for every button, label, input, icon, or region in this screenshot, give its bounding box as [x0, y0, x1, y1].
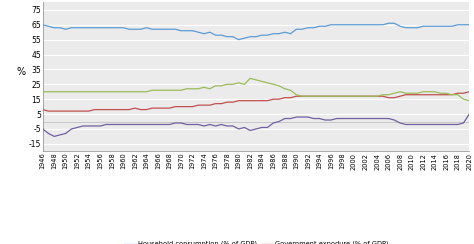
Investment (% of GDP): [40, 90, 46, 93]
Net export (% of GDP): [51, 135, 57, 138]
Government expodure (% of GDP): [386, 96, 392, 99]
Household consumption (% of GDP): [432, 25, 438, 28]
Household consumption (% of GDP): [368, 23, 374, 26]
Net export (% of GDP): [426, 123, 432, 126]
Household consumption (% of GDP): [236, 38, 242, 41]
Line: Household consumption (% of GDP): Household consumption (% of GDP): [43, 23, 469, 40]
Y-axis label: %: %: [16, 67, 25, 77]
Net export (% of GDP): [368, 117, 374, 120]
Line: Net export (% of GDP): Net export (% of GDP): [43, 114, 469, 136]
Government expodure (% of GDP): [466, 90, 472, 93]
Government expodure (% of GDP): [40, 108, 46, 111]
Household consumption (% of GDP): [392, 22, 397, 25]
Investment (% of GDP): [386, 93, 392, 96]
Net export (% of GDP): [466, 112, 472, 115]
Net export (% of GDP): [80, 124, 86, 127]
Government expodure (% of GDP): [426, 93, 432, 96]
Investment (% of GDP): [247, 77, 253, 80]
Household consumption (% of GDP): [466, 23, 472, 26]
Government expodure (% of GDP): [397, 95, 403, 98]
Net export (% of GDP): [386, 117, 392, 120]
Net export (% of GDP): [40, 127, 46, 130]
Investment (% of GDP): [380, 93, 386, 96]
Net export (% of GDP): [380, 117, 386, 120]
Household consumption (% of GDP): [386, 22, 392, 25]
Government expodure (% of GDP): [368, 95, 374, 98]
Investment (% of GDP): [368, 95, 374, 98]
Household consumption (% of GDP): [74, 26, 80, 29]
Government expodure (% of GDP): [46, 110, 51, 112]
Household consumption (% of GDP): [40, 23, 46, 26]
Government expodure (% of GDP): [80, 110, 86, 112]
Investment (% of GDP): [74, 90, 80, 93]
Net export (% of GDP): [397, 122, 403, 124]
Line: Government expodure (% of GDP): Government expodure (% of GDP): [43, 92, 469, 111]
Investment (% of GDP): [426, 90, 432, 93]
Government expodure (% of GDP): [380, 95, 386, 98]
Legend: Household consumption (% of GDP), Investment (% of GDP), Government expodure (% : Household consumption (% of GDP), Invest…: [124, 241, 388, 244]
Household consumption (% of GDP): [380, 23, 386, 26]
Investment (% of GDP): [397, 90, 403, 93]
Investment (% of GDP): [466, 99, 472, 102]
Household consumption (% of GDP): [403, 26, 409, 29]
Line: Investment (% of GDP): Investment (% of GDP): [43, 78, 469, 101]
